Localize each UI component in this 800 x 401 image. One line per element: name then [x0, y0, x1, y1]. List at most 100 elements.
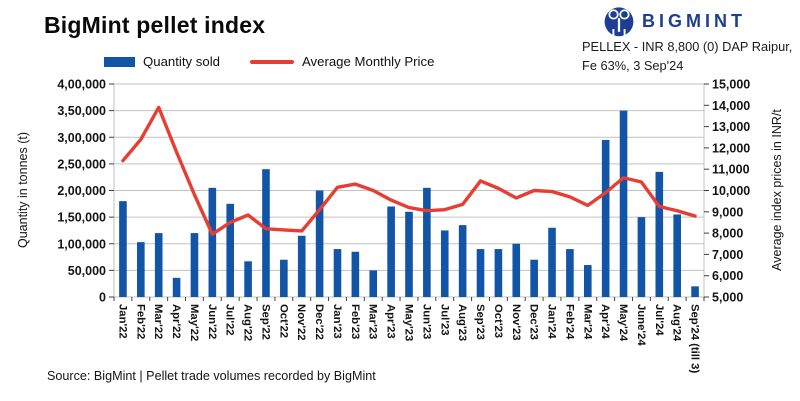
index-info-line2: Fe 63%, 3 Sep'24 [582, 57, 684, 73]
price-legend-line [249, 59, 294, 64]
legend-item-price: Average Monthly Price [249, 54, 435, 69]
bar [154, 233, 163, 297]
bar [548, 227, 556, 297]
bar [333, 249, 342, 297]
x-tick-label: Jan'23 [331, 304, 343, 339]
x-tick-label: Dec'23 [528, 304, 540, 340]
bar [262, 169, 270, 297]
page-title: BigMint pellet index [44, 12, 266, 38]
x-tick-label: Aug'22 [242, 304, 254, 341]
y-tick-label-right: 8,000 [712, 227, 743, 241]
x-tick-label: Sep'23 [474, 304, 486, 340]
source-note: Source: BigMint | Pellet trade volumes r… [47, 369, 376, 383]
right-axis-title: Average index prices in INR/t [770, 109, 784, 271]
x-tick-label: Feb'24 [563, 304, 575, 340]
y-tick-label-right: 13,000 [712, 120, 750, 134]
x-tick-label: Oct'23 [492, 304, 504, 338]
y-tick-label-right: 6,000 [712, 269, 743, 283]
bar [190, 233, 199, 297]
x-tick-label: Jan'22 [116, 304, 128, 339]
bar [387, 206, 395, 297]
x-tick-label: Sep'22 [259, 304, 271, 340]
x-tick-label: Sep'24 (till 3) [689, 304, 701, 373]
bar [119, 201, 127, 297]
y-tick-label-left: 2,00,000 [57, 184, 106, 198]
x-tick-label: Mar'23 [367, 304, 379, 339]
bar [137, 242, 145, 297]
x-axis: Jan'22 Feb'22 Mar'22 Apr'22 May'22 Jun'22 Jul'… [113, 297, 705, 373]
x-tick-label: June'24 [635, 304, 647, 346]
bar [530, 259, 538, 297]
bar [512, 243, 521, 297]
bar [244, 261, 252, 297]
bar [673, 214, 681, 297]
bar [208, 187, 217, 297]
bar [405, 211, 413, 297]
y-tick-label-left: 4,00,000 [57, 78, 106, 92]
x-tick-label: May'22 [188, 304, 200, 341]
bar [619, 110, 628, 297]
quantity-legend-label: Quantity sold [143, 54, 220, 69]
y-tick-label-left: 0 [99, 291, 106, 305]
bar [494, 249, 503, 297]
y-tick-label-right: 7,000 [712, 248, 743, 262]
x-tick-label: Aug'23 [456, 304, 468, 341]
x-tick-label: Jul'23 [438, 304, 450, 336]
y-tick-label-right: 12,000 [712, 141, 750, 155]
y-tick-label-left: 3,00,000 [57, 131, 106, 145]
x-tick-label: Jun'22 [206, 304, 218, 339]
x-tick-label: Aug'24 [671, 304, 683, 342]
y-tick-label-left: 1,50,000 [57, 211, 106, 225]
brand-logo: BIGMINT [603, 5, 746, 37]
x-tick-label: Jan'24 [546, 304, 558, 339]
bar [458, 225, 467, 297]
y-tick-label-right: 11,000 [712, 163, 750, 177]
x-tick-label: Jul'22 [224, 304, 236, 336]
bigmint-logo-icon [604, 7, 634, 37]
y-tick-label-left: 2,50,000 [57, 157, 106, 171]
price-legend-label: Average Monthly Price [301, 54, 435, 69]
x-tick-label: Jun'23 [420, 304, 432, 339]
chart-legend: Quantity sold Average Monthly Price [104, 54, 434, 69]
x-tick-label: Dec'22 [313, 304, 325, 340]
y-tick-label-right: 14,000 [712, 99, 750, 113]
x-tick-label: Nov'22 [295, 304, 307, 341]
x-tick-label: May'24 [617, 304, 629, 342]
bar [297, 235, 306, 297]
x-tick-label: Feb'23 [349, 304, 361, 339]
brand-name: BIGMINT [642, 10, 746, 31]
bar [351, 251, 360, 297]
x-tick-label: Mar'24 [581, 304, 593, 340]
x-tick-label: May'23 [403, 304, 415, 341]
bar [172, 277, 181, 297]
quantity-legend-swatch [104, 56, 135, 67]
bar [423, 187, 431, 297]
right-axis: 15,000 14,000 13,000 12,000 11,000 10,000 9,00… [704, 78, 750, 305]
y-tick-label-left: 1,00,000 [57, 237, 106, 251]
x-tick-label: Jul'24 [653, 304, 665, 336]
price-line [121, 105, 697, 236]
x-tick-label: Feb'22 [134, 304, 146, 339]
y-tick-label-right: 5,000 [712, 291, 743, 305]
index-info: PELLEX - INR 8,800 (0) DAP Raipur, Fe 63… [582, 38, 792, 75]
bar [315, 190, 324, 297]
x-tick-label: Nov'23 [510, 304, 522, 341]
bar [440, 230, 449, 297]
x-tick-label: Apr'24 [599, 304, 611, 339]
bar [655, 171, 664, 297]
left-axis-title: Quantity in tonnes (t) [16, 131, 30, 249]
bar [369, 270, 378, 297]
bar [226, 203, 235, 297]
legend-item-quantity: Quantity sold [104, 54, 220, 69]
left-axis: 4,00,000 3,50,000 3,00,000 2,50,000 2,00,000… [57, 78, 114, 305]
y-tick-label-left: 3,50,000 [57, 104, 106, 118]
bar [583, 265, 592, 297]
bars-group [119, 110, 699, 297]
bar [280, 259, 288, 297]
bar [476, 249, 485, 297]
y-tick-label-right: 10,000 [712, 184, 750, 198]
x-tick-label: Oct'22 [277, 304, 289, 338]
y-tick-label-left: 50,000 [68, 264, 106, 278]
